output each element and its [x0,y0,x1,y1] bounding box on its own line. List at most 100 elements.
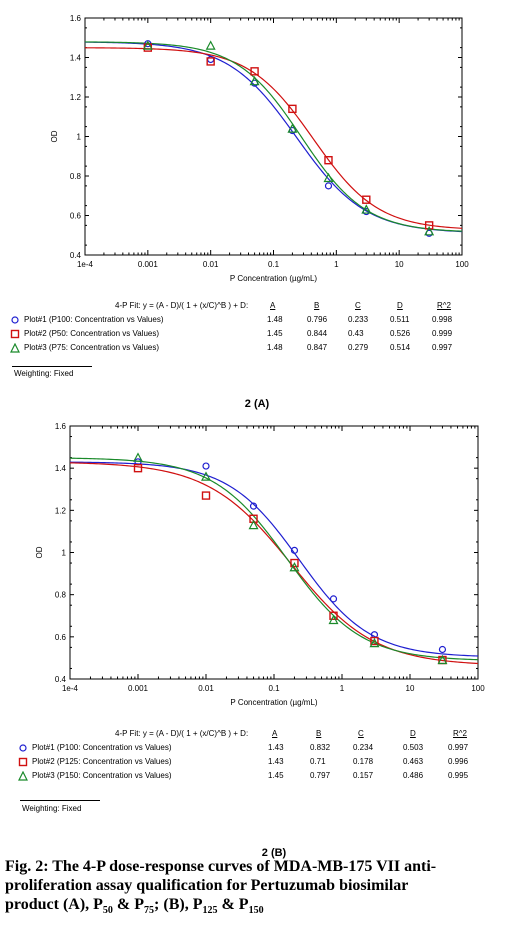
y-tick-label: 0.4 [55,675,67,684]
y-tick-label: 1.6 [70,14,82,23]
y-tick-label: 0.8 [70,172,82,181]
fit-table-a: 4-P Fit: y = (A - D)/( 1 + (x/C)^B ) + D… [0,298,514,358]
fit-equation: 4-P Fit: y = (A - D)/( 1 + (x/C)^B ) + D… [115,301,249,310]
data-point-triangle [328,614,339,625]
value-r2: 0.996 [448,757,469,766]
x-tick-label: 10 [406,684,415,693]
data-point-triangle [205,40,216,50]
caption-sub-150: 150 [248,905,264,917]
x-tick-label: 1e-4 [62,684,79,693]
panel-b: 0.4 0.6 0.8 1 1.2 1.4 1.6 1e-4 0.001 0.01 0.1 1 10 10… [0,416,514,861]
fit-curve-line [69,457,479,661]
value-r2: 0.995 [448,771,469,780]
value-a: 1.43 [268,743,284,752]
value-r2: 0.998 [432,315,453,324]
x-tick-label: 0.1 [268,684,280,693]
y-tick-label: 0.4 [70,251,82,260]
value-c: 0.279 [348,343,369,352]
data-point-square [206,57,215,66]
data-point-triangle [249,75,260,86]
weighting-label: Weighting: Fixed [22,804,82,813]
value-d: 0.486 [403,771,424,780]
y-tick-label: 1.4 [70,54,82,63]
data-point-triangle [248,519,259,530]
value-d: 0.511 [390,315,410,324]
col-header-d: D [410,729,416,738]
chart-b: 0.4 0.6 0.8 1 1.2 1.4 1.6 1e-4 0.001 0.01 0.1 1 10 10… [35,422,485,707]
fit-curve-line [84,41,463,232]
caption-amp-1: & P [112,896,145,913]
y-tick-label: 0.6 [55,633,67,642]
circle-marker-icon [11,316,19,324]
row-label: Plot#1 (P100: Concentration vs Values) [32,743,172,752]
data-point-triangle [424,226,435,236]
x-tick-label: 10 [395,260,404,269]
caption-line-2: proliferation assay qualification for Pe… [5,877,409,894]
value-d: 0.514 [390,343,411,352]
weighting-divider [12,366,92,367]
y-tick-label: 0.8 [55,591,67,600]
x-tick-label: 100 [471,684,485,693]
fit-curve-line [69,462,479,665]
data-point-triangle [323,172,334,183]
data-point-square [288,104,297,114]
value-a: 1.45 [267,329,283,338]
data-point-square [370,636,379,646]
value-a: 1.43 [268,757,284,766]
x-tick-label: 100 [455,260,469,269]
data-point-triangle [437,654,448,665]
col-header-r2: R^2 [437,301,451,310]
data-point-triangle [369,637,380,648]
triangle-marker-icon [18,771,28,781]
value-a: 1.48 [267,315,283,324]
x-axis-label: P Concentration (µg/mL) [230,274,318,283]
y-tick-label: 1.4 [55,464,67,473]
value-a: 1.48 [267,343,283,352]
col-header-b: B [316,729,322,738]
data-point-square [290,558,299,568]
square-marker-icon [10,329,20,339]
fit-curve-line [84,47,463,229]
data-point-circle [249,502,258,510]
value-b: 0.844 [307,329,328,338]
x-tick-label: 1 [334,260,339,269]
value-a: 1.45 [268,771,284,780]
value-d: 0.503 [403,743,424,752]
data-point-triangle [133,452,143,462]
x-tick-label: 0.001 [128,684,149,693]
col-header-c: C [355,301,361,310]
x-tick-label: 1 [340,684,345,693]
x-tick-label: 0.1 [268,260,280,269]
value-c: 0.234 [353,743,374,752]
caption-sub-75: 75 [144,905,155,917]
data-point-triangle [201,471,211,481]
value-b: 0.847 [307,343,328,352]
value-c: 0.43 [348,329,364,338]
col-header-r2: R^2 [453,729,467,738]
x-tick-label: 1e-4 [77,260,94,269]
y-tick-label: 1.6 [55,422,67,431]
data-point-triangle [142,40,153,50]
plot-frame [84,17,463,256]
panel-label-a: 2 (A) [244,398,270,410]
value-c: 0.178 [353,757,374,766]
value-d: 0.526 [390,329,411,338]
circle-marker-icon [19,744,27,752]
data-point-square [133,463,143,473]
fit-curve-line [69,461,479,657]
panel-label-b: 2 (B) [261,847,287,859]
y-tick-label: 1 [62,549,67,558]
x-tick-label: 0.01 [203,260,219,269]
data-point-circle [290,546,299,554]
row-label: Plot#3 (P150: Concentration vs Values) [32,771,172,780]
weighting-label: Weighting: Fixed [14,369,74,378]
fit-curve-line [84,41,463,233]
y-tick-label: 1 [77,133,82,142]
x-tick-label: 0.01 [198,684,214,693]
y-tick-label: 1.2 [70,93,82,102]
x-axis-label: P Concentration (µg/mL) [230,698,318,707]
triangle-marker-icon [10,343,20,353]
caption-sub-125: 125 [202,905,218,917]
data-point-circle [324,182,333,190]
row-label: Plot#3 (P75: Concentration vs Values) [24,343,160,352]
